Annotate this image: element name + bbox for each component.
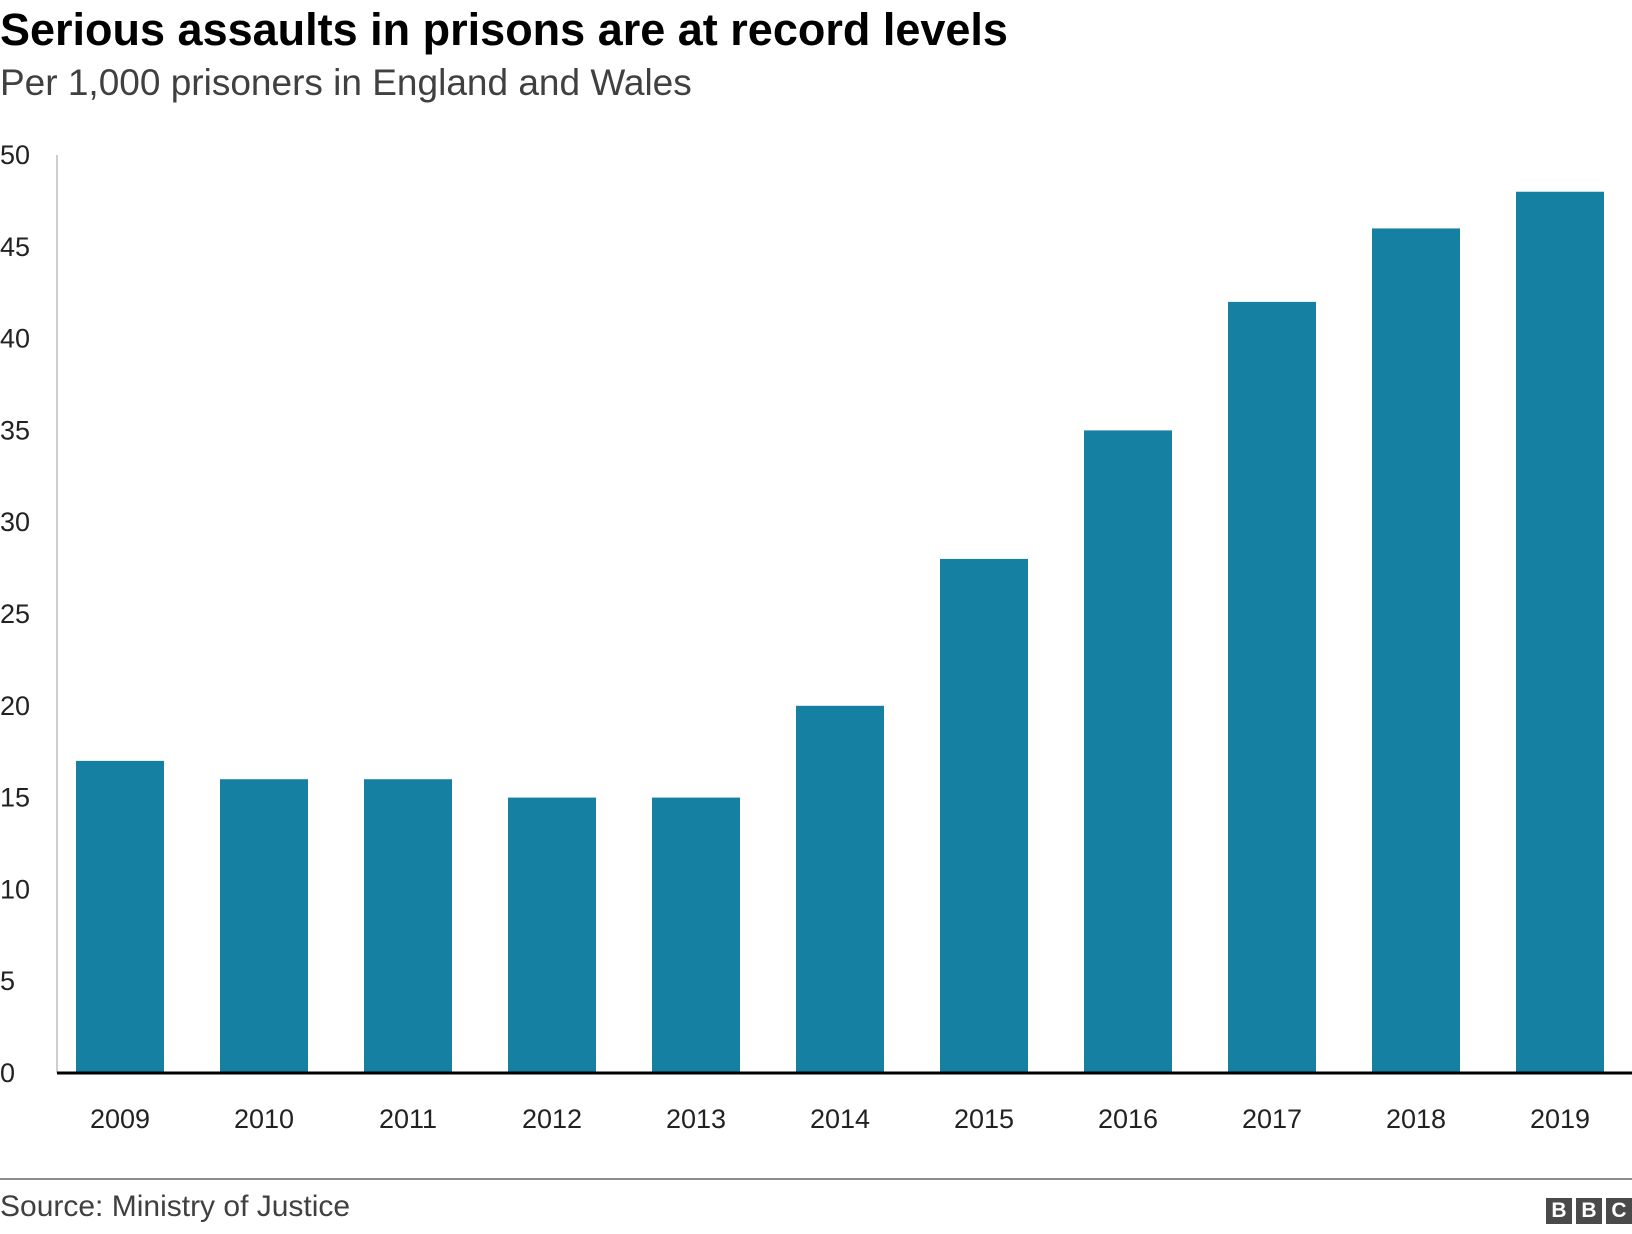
- x-tick-label: 2012: [522, 1104, 582, 1134]
- y-tick-label: 30: [0, 507, 30, 537]
- chart-subtitle: Per 1,000 prisoners in England and Wales: [0, 62, 692, 103]
- bbc-logo: B B C: [1546, 1198, 1632, 1224]
- bar: [1516, 191, 1604, 1074]
- y-tick-label: 50: [0, 140, 30, 170]
- bar: [1372, 228, 1460, 1073]
- x-tick-label: 2009: [90, 1104, 150, 1134]
- y-tick-label: 40: [0, 324, 30, 354]
- bar-chart: 0 5 10 15 20 25 30 35 40 45 50 2009 2010 2011 2012 201…: [0, 140, 1632, 1134]
- source-note: Source: Ministry of Justice: [0, 1190, 351, 1223]
- bar: [220, 779, 308, 1073]
- bar: [652, 797, 740, 1073]
- bar: [940, 558, 1028, 1073]
- y-tick-label: 5: [0, 966, 15, 996]
- y-axis-ticks: 0 5 10 15 20 25 30 35 40 45 50: [0, 140, 30, 1088]
- y-tick-label: 45: [0, 232, 30, 262]
- bar: [1228, 301, 1316, 1073]
- y-tick-label: 0: [0, 1058, 15, 1088]
- footer-divider: [0, 1178, 1632, 1180]
- x-tick-label: 2014: [810, 1104, 870, 1134]
- bbc-logo-letter: B: [1576, 1198, 1602, 1224]
- chart-title: Serious assaults in prisons are at recor…: [0, 4, 1008, 55]
- bars: [76, 191, 1604, 1074]
- x-axis-ticks: 2009 2010 2011 2012 2013 2014 2015 2016 2017 2018…: [90, 1104, 1590, 1134]
- bar: [1084, 430, 1172, 1073]
- x-tick-label: 2010: [234, 1104, 294, 1134]
- bar: [76, 760, 164, 1073]
- bar: [796, 705, 884, 1073]
- bbc-logo-letter: B: [1546, 1198, 1572, 1224]
- y-tick-label: 35: [0, 415, 30, 445]
- x-tick-label: 2017: [1242, 1104, 1302, 1134]
- y-tick-label: 20: [0, 691, 30, 721]
- bar: [364, 779, 452, 1073]
- bbc-logo-letter: C: [1606, 1198, 1632, 1224]
- x-tick-label: 2011: [379, 1104, 437, 1134]
- y-tick-label: 15: [0, 783, 30, 813]
- x-tick-label: 2019: [1530, 1104, 1590, 1134]
- x-tick-label: 2015: [954, 1104, 1014, 1134]
- bar: [508, 797, 596, 1073]
- y-tick-label: 10: [0, 874, 30, 904]
- x-tick-label: 2016: [1098, 1104, 1158, 1134]
- x-tick-label: 2013: [666, 1104, 726, 1134]
- x-tick-label: 2018: [1386, 1104, 1446, 1134]
- y-tick-label: 25: [0, 599, 30, 629]
